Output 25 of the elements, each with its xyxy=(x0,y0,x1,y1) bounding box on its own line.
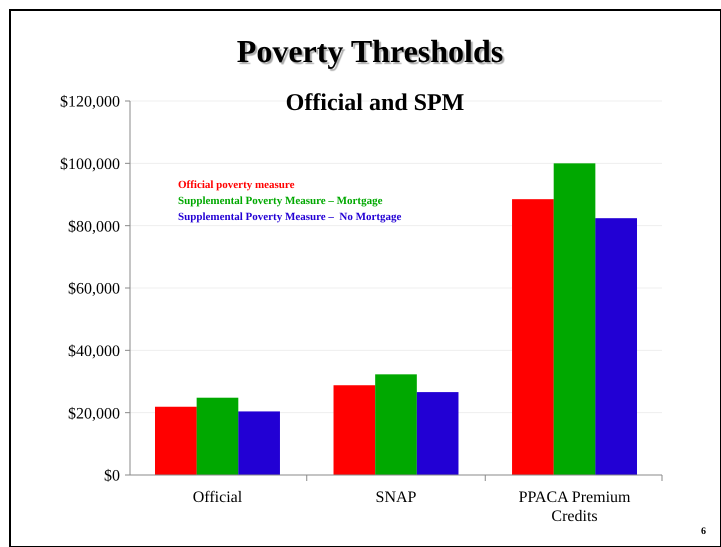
text: Supplemental Poverty Measure – Mortgage xyxy=(178,195,383,207)
y-tick-label: $80,000 xyxy=(68,218,120,236)
y-tick-label: $100,000 xyxy=(60,156,120,173)
bar xyxy=(154,406,197,475)
bar xyxy=(416,392,458,475)
text: 6 xyxy=(701,526,706,537)
y-tick-label: $0 xyxy=(104,468,120,485)
y-tick-label: $20,000 xyxy=(68,405,120,422)
bar xyxy=(238,411,280,475)
bar xyxy=(595,218,638,475)
bar xyxy=(512,199,554,475)
chart-title: Poverty Thresholds xyxy=(236,33,504,69)
bar xyxy=(334,385,376,475)
x-tick-label: Official xyxy=(192,489,243,506)
text: Supplemental Poverty Measure – No Mortgage xyxy=(178,211,402,223)
bar xyxy=(196,398,238,475)
y-tick-label: $60,000 xyxy=(68,280,120,298)
bar xyxy=(554,163,596,475)
y-tick-label: $120,000 xyxy=(60,94,120,111)
x-tick-label: SNAP xyxy=(376,489,417,506)
bar xyxy=(375,374,417,475)
y-tick-label: $40,000 xyxy=(68,342,120,360)
x-tick-label: PPACA Premium Credits xyxy=(518,489,632,525)
chart-subtitle: Official and SPM xyxy=(286,90,464,116)
text: Official poverty measure xyxy=(178,179,295,191)
